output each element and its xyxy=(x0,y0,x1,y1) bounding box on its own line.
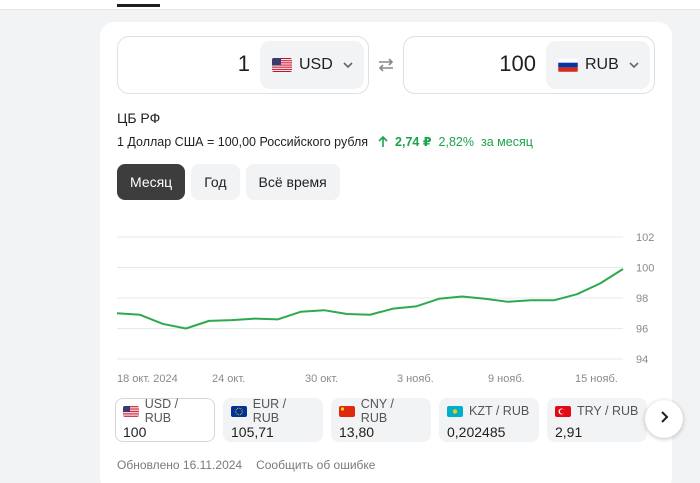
currency-converter-card: 1 USD xyxy=(100,22,683,483)
chart-x-tick-label: 3 нояб. xyxy=(397,373,434,385)
pair-label: TRY / RUB xyxy=(577,404,639,418)
pair-usd-rub[interactable]: USD / RUB 100 xyxy=(115,397,215,442)
chevron-down-icon xyxy=(628,58,640,76)
pair-cny-rub[interactable]: CNY / RUB 13,80 xyxy=(331,397,431,442)
report-error-link[interactable]: Сообщить об ошибке xyxy=(256,458,376,472)
tr-flag-icon xyxy=(555,405,571,417)
us-flag-icon xyxy=(123,405,139,417)
cn-flag-icon xyxy=(339,405,355,417)
from-amount-value[interactable]: 1 xyxy=(237,51,250,76)
top-nav-bar xyxy=(0,0,700,10)
from-currency-code: USD xyxy=(299,56,333,73)
chart-series-line xyxy=(116,268,624,330)
pair-label: CNY / RUB xyxy=(360,397,394,425)
from-amount-field[interactable]: 1 USD xyxy=(117,36,369,94)
currency-pairs: USD / RUB 100 EUR / RUB 105,71 xyxy=(115,397,655,442)
card-footer: Обновлено 16.11.2024 Сообщить об ошибке xyxy=(117,458,375,472)
pair-label: KZT / RUB xyxy=(469,404,530,418)
rate-change-period: за месяц xyxy=(481,134,533,149)
rate-summary: 1 Доллар США = 100,00 Российского рубля … xyxy=(117,134,533,150)
ru-flag-icon xyxy=(558,58,578,72)
pair-kzt-rub[interactable]: KZT / RUB 0,202485 xyxy=(439,398,539,442)
chart-x-tick-label: 18 окт. 2024 xyxy=(117,373,178,385)
tab-year[interactable]: Год xyxy=(191,164,240,200)
tab-all-time[interactable]: Всё время xyxy=(245,164,340,200)
to-amount-value[interactable]: 100 xyxy=(499,51,536,76)
chart-x-tick-label: 30 окт. xyxy=(305,373,338,385)
chart-y-tick-label: 98 xyxy=(636,293,648,305)
chart-y-tick-label: 100 xyxy=(636,263,654,275)
tab-month[interactable]: Месяц xyxy=(117,164,186,200)
chart-x-tick-label: 24 окт. xyxy=(212,373,245,385)
to-amount-field[interactable]: 100 RUB xyxy=(403,36,655,94)
pair-try-rub[interactable]: TRY / RUB 2,91 xyxy=(547,398,647,442)
chart-y-tick-label: 94 xyxy=(636,354,648,366)
pair-value: 105,71 xyxy=(231,424,274,440)
chart-x-tick-label: 9 нояб. xyxy=(488,373,525,385)
swap-icon[interactable] xyxy=(375,54,397,76)
pair-value: 2,91 xyxy=(555,424,583,440)
next-pairs-button[interactable] xyxy=(645,400,683,438)
pair-eur-rub[interactable]: EUR / RUB 105,71 xyxy=(223,397,323,442)
kz-flag-icon xyxy=(447,405,463,417)
pair-value: 0,202485 xyxy=(447,424,506,440)
chart-y-tick-label: 96 xyxy=(636,324,648,336)
chevron-right-icon xyxy=(657,410,671,429)
rate-change-percent: 2,82% xyxy=(438,134,474,149)
rate-source: ЦБ РФ xyxy=(117,110,161,126)
chart-x-tick-label: 15 нояб. xyxy=(575,373,618,385)
period-tabs: Месяц Год Всё время xyxy=(117,164,346,200)
pair-value: 100 xyxy=(123,424,147,440)
chevron-down-icon xyxy=(342,58,354,76)
active-tab-indicator xyxy=(117,4,160,7)
to-currency-select[interactable]: RUB xyxy=(546,41,650,89)
eu-flag-icon xyxy=(231,405,247,417)
pair-label: EUR / RUB xyxy=(252,397,287,425)
updated-date: Обновлено 16.11.2024 xyxy=(117,458,243,472)
arrow-up-icon xyxy=(377,135,389,148)
from-currency-select[interactable]: USD xyxy=(260,41,364,89)
pair-value: 13,80 xyxy=(339,424,375,440)
rate-chart: 102 100 98 96 94 18 окт. 2024 24 окт. 30 окт. 3 … xyxy=(116,232,654,385)
chart-y-tick-label: 102 xyxy=(636,232,654,244)
rate-description: 1 Доллар США = 100,00 Российского рубля xyxy=(117,134,369,149)
to-currency-code: RUB xyxy=(585,56,619,73)
us-flag-icon xyxy=(272,58,292,72)
pair-label: USD / RUB xyxy=(144,397,179,425)
rate-change-absolute: 2,74 ₽ xyxy=(395,135,432,149)
